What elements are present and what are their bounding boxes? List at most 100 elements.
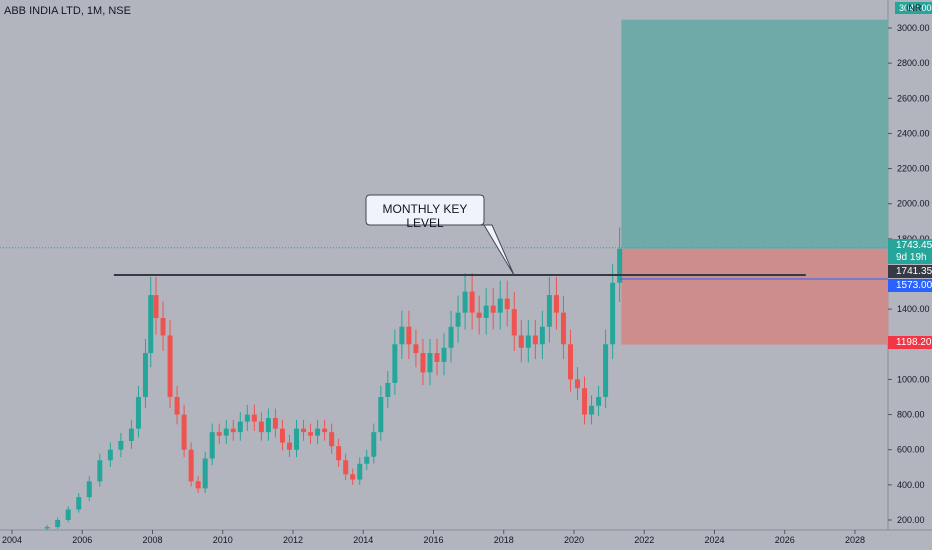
price-tick-label: 2200.00 bbox=[897, 164, 930, 174]
candle-body bbox=[286, 442, 292, 450]
symbol-title: ABB INDIA LTD, 1M, NSE bbox=[4, 5, 131, 17]
candle-body bbox=[441, 347, 447, 362]
candle-body bbox=[567, 344, 573, 380]
candle-body bbox=[44, 527, 50, 529]
candle-body bbox=[364, 456, 370, 464]
candle-body bbox=[148, 295, 154, 354]
candle-body bbox=[107, 449, 113, 461]
callout-bubble bbox=[365, 194, 515, 276]
profit-zone[interactable] bbox=[621, 19, 889, 249]
price-tick-label: 2400.00 bbox=[897, 128, 930, 138]
candle-body bbox=[279, 428, 285, 443]
candle-body bbox=[476, 312, 482, 318]
annotation-text: MONTHLY KEY LEVEL bbox=[382, 202, 468, 230]
time-tick-label: 2028 bbox=[845, 535, 865, 545]
candle-body bbox=[462, 291, 468, 313]
candle-body bbox=[322, 428, 328, 433]
candle-body bbox=[553, 295, 559, 313]
price-tick-label: 1800.00 bbox=[897, 234, 930, 244]
monthly-key-level-callout[interactable]: MONTHLY KEY LEVEL bbox=[365, 194, 515, 276]
candle-body bbox=[399, 326, 405, 345]
candle-body bbox=[546, 295, 552, 327]
time-tick-label: 2024 bbox=[704, 535, 724, 545]
price-tick-label: 2000.00 bbox=[897, 199, 930, 209]
time-tick-label: 2020 bbox=[564, 535, 584, 545]
candle-body bbox=[357, 463, 363, 480]
candle-body bbox=[518, 335, 524, 348]
time-tick-label: 2010 bbox=[213, 535, 233, 545]
candle-body bbox=[202, 458, 208, 489]
price-tick-label: 1400.00 bbox=[897, 304, 930, 314]
candle-body bbox=[371, 432, 377, 457]
loss-zone[interactable] bbox=[621, 248, 889, 345]
candle-body bbox=[258, 421, 264, 433]
candle-body bbox=[617, 248, 623, 283]
candle-body bbox=[434, 353, 440, 362]
candle-body bbox=[511, 309, 517, 336]
candle-body bbox=[532, 335, 538, 345]
currency-label: INR bbox=[906, 3, 922, 13]
time-tick-label: 2022 bbox=[634, 535, 654, 545]
price-tick-label: 600.00 bbox=[897, 445, 925, 455]
candle-body bbox=[406, 326, 412, 345]
candle-body bbox=[167, 335, 173, 397]
candle-body bbox=[315, 428, 321, 436]
key-level-label: 1741.35 bbox=[888, 265, 932, 278]
candle-body bbox=[483, 305, 489, 318]
candle-body bbox=[223, 428, 229, 436]
candle-body bbox=[378, 397, 384, 433]
candle-body bbox=[343, 460, 349, 475]
entry-price-label: 1573.00 bbox=[888, 279, 932, 292]
candle-body bbox=[65, 509, 71, 520]
candle-body bbox=[329, 432, 335, 447]
candle-body bbox=[455, 312, 461, 327]
candle-body bbox=[539, 326, 545, 345]
candle-body bbox=[448, 326, 454, 348]
price-tick-label: 3000.00 bbox=[897, 23, 930, 33]
price-tick-label: 400.00 bbox=[897, 480, 925, 490]
candle-body bbox=[153, 295, 159, 318]
candle-body bbox=[251, 414, 257, 422]
candle-body bbox=[420, 353, 426, 373]
time-tick-label: 2006 bbox=[72, 535, 92, 545]
candle-body bbox=[350, 474, 356, 480]
candle-body bbox=[265, 418, 271, 433]
countdown-label: 9d 19h bbox=[888, 251, 932, 264]
candle-body bbox=[160, 317, 166, 336]
candle-body bbox=[427, 353, 433, 373]
candle-body bbox=[188, 449, 194, 482]
candle-body bbox=[128, 428, 134, 441]
candle-body bbox=[181, 414, 187, 450]
candle-body bbox=[336, 446, 342, 461]
time-tick-label: 2012 bbox=[283, 535, 303, 545]
stop-price-label: 1198.20 bbox=[888, 336, 932, 349]
time-tick-label: 2004 bbox=[2, 535, 22, 545]
time-tick-label: 2014 bbox=[353, 535, 373, 545]
price-tick-label: 800.00 bbox=[897, 410, 925, 420]
candle-body bbox=[174, 397, 180, 415]
price-tick-label: 200.00 bbox=[897, 515, 925, 525]
time-tick-label: 2008 bbox=[142, 535, 162, 545]
time-tick-label: 2018 bbox=[494, 535, 514, 545]
price-tick-label: 2800.00 bbox=[897, 58, 930, 68]
candle-body bbox=[135, 397, 141, 429]
candle-body bbox=[413, 344, 419, 354]
candle-body bbox=[385, 382, 391, 397]
candle-body bbox=[582, 388, 588, 415]
candle-body bbox=[55, 520, 61, 528]
candle-body bbox=[118, 440, 124, 450]
candle-body bbox=[272, 418, 278, 429]
candle-body bbox=[76, 497, 82, 510]
candle-body bbox=[244, 414, 250, 422]
candle-body bbox=[216, 432, 222, 436]
candle-body bbox=[301, 428, 307, 433]
candle-body bbox=[603, 344, 609, 397]
price-tick-label: 2600.00 bbox=[897, 93, 930, 103]
time-tick-label: 2016 bbox=[423, 535, 443, 545]
time-tick-label: 2026 bbox=[775, 535, 795, 545]
candle-body bbox=[195, 481, 201, 489]
candle-body bbox=[490, 305, 496, 313]
candle-body bbox=[525, 335, 531, 348]
candle-body bbox=[574, 379, 580, 389]
